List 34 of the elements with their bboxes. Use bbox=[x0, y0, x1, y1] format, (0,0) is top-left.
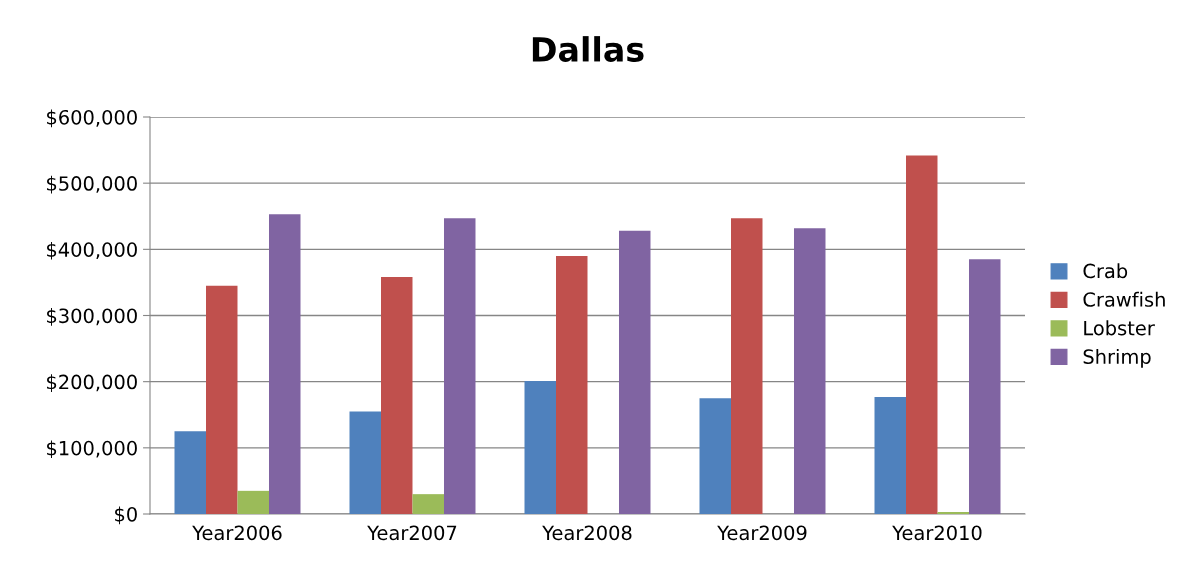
bar bbox=[874, 396, 906, 514]
x-tick-label: Year2010 bbox=[892, 525, 982, 541]
bar bbox=[349, 411, 381, 514]
bar bbox=[906, 155, 938, 514]
bar bbox=[556, 255, 588, 514]
y-tick-label: $200,000 bbox=[47, 374, 137, 392]
legend-label: Shrimp bbox=[1083, 348, 1151, 368]
y-tick-label: $300,000 bbox=[47, 308, 137, 326]
bar bbox=[174, 431, 206, 514]
bar bbox=[731, 218, 763, 514]
x-tick-label: Year2006 bbox=[192, 525, 282, 541]
x-tick-label: Year2009 bbox=[717, 525, 807, 541]
bar bbox=[381, 277, 413, 514]
legend-label: Crawfish bbox=[1083, 291, 1165, 307]
bar bbox=[237, 490, 269, 514]
y-tick-label: $100,000 bbox=[47, 440, 137, 459]
bar bbox=[524, 381, 556, 514]
bar bbox=[699, 398, 731, 514]
y-tick-label: $500,000 bbox=[47, 175, 137, 194]
x-tick-label: Year2007 bbox=[367, 525, 457, 541]
legend-label: Crab bbox=[1083, 263, 1128, 279]
y-tick-label: $0 bbox=[115, 506, 137, 525]
bar bbox=[444, 218, 476, 514]
bar bbox=[969, 259, 1001, 514]
chart-title: Dallas bbox=[532, 36, 644, 62]
bar bbox=[206, 285, 238, 514]
bar bbox=[269, 214, 301, 514]
x-tick-label: Year2008 bbox=[542, 525, 632, 541]
bar bbox=[412, 494, 444, 514]
y-tick-label: $600,000 bbox=[47, 109, 137, 128]
bar bbox=[619, 230, 651, 514]
legend-label: Lobster bbox=[1084, 320, 1155, 336]
y-tick-label: $400,000 bbox=[47, 241, 137, 260]
bar bbox=[794, 228, 826, 514]
